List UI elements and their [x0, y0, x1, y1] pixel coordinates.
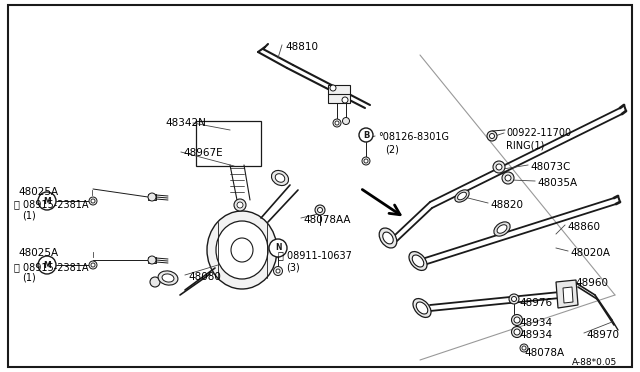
Ellipse shape	[383, 232, 393, 244]
Text: 48860: 48860	[567, 222, 600, 232]
Circle shape	[333, 119, 341, 127]
Ellipse shape	[416, 302, 428, 314]
Text: 48960: 48960	[575, 278, 608, 288]
Text: (1): (1)	[22, 273, 36, 283]
Circle shape	[522, 346, 526, 350]
Bar	[328, 85, 350, 103]
Ellipse shape	[413, 299, 431, 317]
Circle shape	[330, 85, 336, 91]
Ellipse shape	[158, 271, 178, 285]
Polygon shape	[563, 287, 573, 303]
Circle shape	[273, 266, 282, 276]
Text: B: B	[363, 131, 369, 140]
Ellipse shape	[231, 238, 253, 262]
Text: 48080: 48080	[188, 272, 221, 282]
Circle shape	[342, 97, 348, 103]
Text: 48078AA: 48078AA	[303, 215, 351, 225]
Circle shape	[234, 199, 246, 211]
Ellipse shape	[207, 211, 277, 289]
Circle shape	[342, 118, 349, 125]
Ellipse shape	[275, 174, 285, 182]
Text: 48025A: 48025A	[18, 248, 58, 258]
Text: 48976: 48976	[519, 298, 552, 308]
Text: °08126-8301G: °08126-8301G	[378, 132, 449, 142]
Circle shape	[490, 134, 495, 138]
Text: M: M	[43, 260, 51, 269]
Circle shape	[89, 197, 97, 205]
Circle shape	[520, 344, 528, 352]
Text: (2): (2)	[385, 144, 399, 154]
Circle shape	[509, 294, 519, 304]
Bar	[196, 121, 261, 166]
Text: 48020A: 48020A	[570, 248, 610, 258]
Ellipse shape	[412, 255, 424, 267]
Text: 48970: 48970	[586, 330, 619, 340]
Text: 48934: 48934	[519, 330, 552, 340]
Circle shape	[359, 128, 373, 142]
Circle shape	[38, 192, 56, 210]
Text: 48967E: 48967E	[183, 148, 223, 158]
Circle shape	[91, 199, 95, 203]
Text: A-88*0.05: A-88*0.05	[572, 358, 617, 367]
Circle shape	[487, 131, 497, 141]
Circle shape	[511, 327, 522, 337]
Circle shape	[493, 161, 505, 173]
Ellipse shape	[455, 190, 469, 202]
Circle shape	[148, 256, 156, 264]
Text: (1): (1)	[22, 210, 36, 220]
Ellipse shape	[458, 192, 467, 200]
Text: ⓘ 08915-2381A: ⓘ 08915-2381A	[14, 199, 88, 209]
Text: ⓘ 08915-2381A: ⓘ 08915-2381A	[14, 262, 88, 272]
Circle shape	[511, 296, 516, 301]
Bar	[148, 257, 156, 263]
Circle shape	[317, 208, 323, 212]
Ellipse shape	[379, 228, 397, 248]
Text: 48342N: 48342N	[165, 118, 206, 128]
Circle shape	[91, 263, 95, 267]
Text: N: N	[275, 244, 281, 253]
Ellipse shape	[271, 170, 289, 186]
Circle shape	[364, 159, 368, 163]
Circle shape	[237, 202, 243, 208]
Circle shape	[514, 329, 520, 335]
Circle shape	[315, 205, 325, 215]
Text: RING(1): RING(1)	[506, 140, 545, 150]
Ellipse shape	[216, 221, 268, 279]
Polygon shape	[556, 280, 578, 308]
Circle shape	[276, 269, 280, 273]
Text: (3): (3)	[286, 262, 300, 272]
Circle shape	[148, 193, 156, 201]
Circle shape	[496, 164, 502, 170]
Circle shape	[38, 256, 56, 274]
Text: 48078A: 48078A	[524, 348, 564, 358]
Ellipse shape	[494, 222, 510, 236]
Circle shape	[335, 121, 339, 125]
Circle shape	[269, 239, 287, 257]
Text: 48035A: 48035A	[537, 178, 577, 188]
Ellipse shape	[162, 274, 174, 282]
Circle shape	[502, 172, 514, 184]
Bar	[148, 194, 156, 200]
Text: 48025A: 48025A	[18, 187, 58, 197]
Text: M: M	[43, 196, 51, 205]
Circle shape	[505, 175, 511, 181]
Text: 48934: 48934	[519, 318, 552, 328]
Circle shape	[362, 157, 370, 165]
Text: ⓝ 08911-10637: ⓝ 08911-10637	[278, 250, 352, 260]
Circle shape	[511, 314, 522, 326]
Circle shape	[150, 277, 160, 287]
Ellipse shape	[409, 251, 427, 270]
Text: 00922-11700: 00922-11700	[506, 128, 571, 138]
Circle shape	[89, 261, 97, 269]
Circle shape	[514, 317, 520, 323]
Text: 48820: 48820	[490, 200, 523, 210]
Text: 48073C: 48073C	[530, 162, 570, 172]
Ellipse shape	[497, 225, 507, 233]
Text: 48810: 48810	[285, 42, 318, 52]
